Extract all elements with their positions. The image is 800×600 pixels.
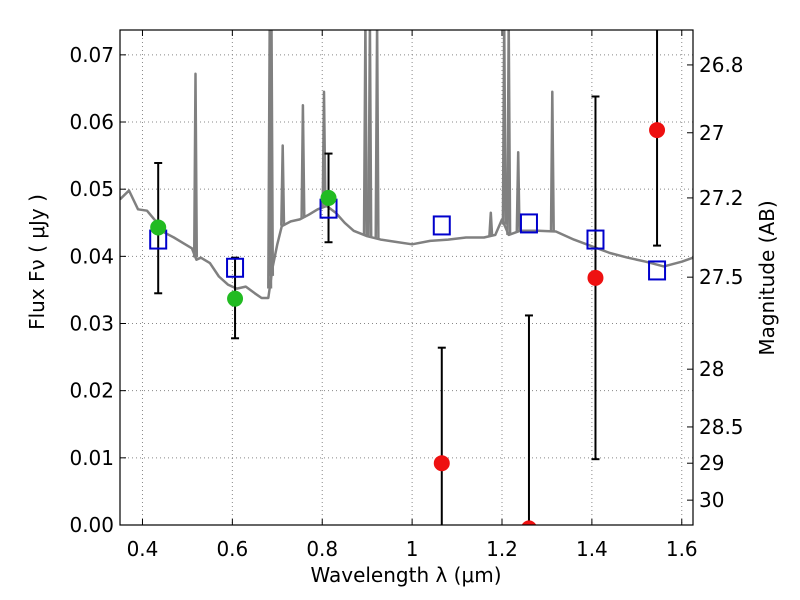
model-photometry-square bbox=[519, 213, 538, 234]
emission-line-spike bbox=[362, 30, 368, 236]
mag-tick-label: 27 bbox=[699, 121, 724, 145]
emission-line-spike bbox=[321, 90, 327, 208]
mag-tick-label: 27.2 bbox=[699, 186, 744, 210]
low-sn-point bbox=[587, 269, 604, 286]
x-tick-label: 0.8 bbox=[306, 537, 338, 561]
y-tick-label: 0.00 bbox=[69, 513, 114, 537]
x-axis-title: Wavelength λ (μm) bbox=[310, 563, 501, 587]
emission-line-spike bbox=[280, 144, 286, 226]
y-tick-label: 0.01 bbox=[69, 446, 114, 470]
model-photometry-square bbox=[648, 260, 667, 281]
low-sn-point bbox=[521, 520, 537, 525]
y-tick-label: 0.03 bbox=[69, 312, 114, 336]
model-photometry-square bbox=[432, 215, 451, 236]
detected-point bbox=[150, 219, 167, 236]
y-tick-label: 0.06 bbox=[69, 110, 114, 134]
mag-tick-label: 28 bbox=[699, 357, 724, 381]
y-tick-label: 0.05 bbox=[69, 177, 114, 201]
model-photometry-square bbox=[586, 229, 605, 250]
y-tick-label: 0.02 bbox=[69, 379, 114, 403]
emission-line-spike bbox=[515, 150, 521, 232]
plot-background bbox=[120, 30, 693, 525]
emission-line-spike bbox=[506, 30, 512, 235]
y2-axis-title: Magnitude (AB) bbox=[755, 200, 779, 355]
emission-line-spike bbox=[549, 90, 555, 232]
low-sn-point bbox=[433, 455, 450, 472]
emission-line-spike bbox=[300, 103, 306, 218]
x-tick-label: 0.6 bbox=[216, 537, 248, 561]
low-sn-point bbox=[649, 122, 666, 139]
model-photometry-squares bbox=[149, 198, 667, 281]
detected-point bbox=[227, 290, 244, 307]
emission-line-spike bbox=[374, 30, 380, 239]
observed-photometry-points bbox=[150, 122, 666, 525]
grid-lines bbox=[120, 30, 693, 526]
emission-line-spike bbox=[488, 211, 494, 236]
y-axis-title: Flux Fν ( μJy ) bbox=[25, 194, 49, 330]
x-tick-label: 1.2 bbox=[486, 537, 518, 561]
data-layer bbox=[120, 30, 693, 525]
y-tick-label: 0.04 bbox=[69, 244, 114, 268]
emission-line-spike bbox=[501, 30, 507, 225]
axis-ticks: 0.4 0.6 0.8 1 1.2 1.4 1.6 0.00 0.01 0.02 0.03 0.04 0… bbox=[69, 30, 744, 561]
emission-line-spike bbox=[192, 72, 199, 258]
mag-tick-label: 28.5 bbox=[699, 415, 744, 439]
y-tick-label: 0.07 bbox=[69, 43, 114, 67]
x-tick-label: 1.6 bbox=[666, 537, 698, 561]
emission-line-spike bbox=[367, 30, 373, 237]
emission-line-spike bbox=[268, 30, 275, 276]
x-tick-label: 1 bbox=[406, 537, 419, 561]
mag-tick-label: 30 bbox=[699, 488, 724, 512]
mag-tick-label: 27.5 bbox=[699, 265, 744, 289]
x-tick-label: 1.4 bbox=[576, 537, 608, 561]
model-photometry-square bbox=[226, 257, 245, 278]
mag-tick-label: 26.8 bbox=[699, 53, 744, 77]
x-tick-label: 0.4 bbox=[127, 537, 159, 561]
mag-tick-label: 29 bbox=[699, 451, 724, 475]
detected-point bbox=[320, 189, 337, 206]
emission-line-spikes bbox=[192, 30, 555, 289]
